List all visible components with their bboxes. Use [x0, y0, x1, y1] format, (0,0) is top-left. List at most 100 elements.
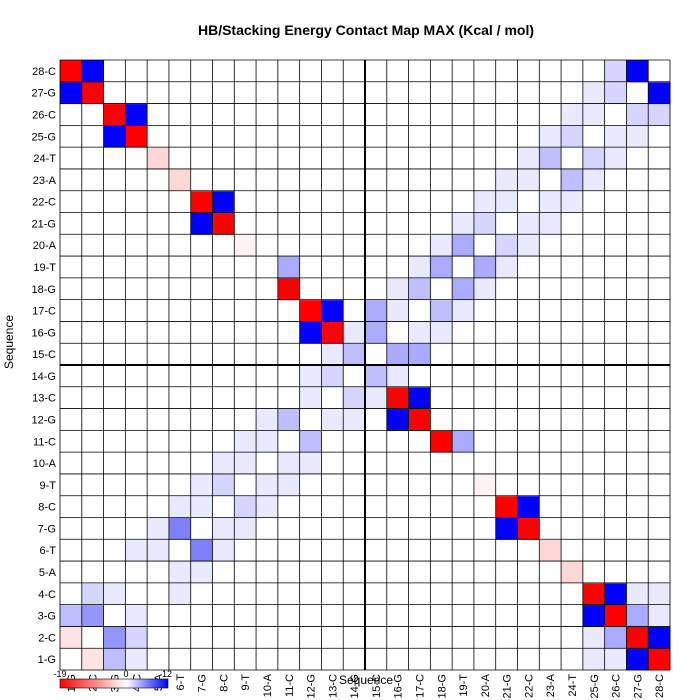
heatmap-cell	[256, 256, 279, 279]
heatmap-cell	[212, 299, 235, 322]
heatmap-cell	[517, 256, 540, 279]
heatmap-cell	[103, 168, 126, 192]
heatmap-cell	[343, 582, 366, 606]
heatmap-cell	[190, 256, 213, 279]
heatmap-cell	[321, 648, 344, 671]
heatmap-cell	[386, 299, 410, 322]
heatmap-cell	[81, 517, 105, 540]
heatmap-cell	[168, 408, 192, 431]
heatmap-cell	[386, 81, 410, 105]
y-tick-label: 10-A	[33, 458, 57, 470]
heatmap-cell	[343, 234, 366, 257]
heatmap-cell	[212, 81, 235, 105]
y-tick-label: 6-T	[40, 545, 57, 557]
heatmap-cell	[277, 277, 301, 301]
heatmap-cell	[190, 626, 213, 649]
heatmap-cell	[473, 60, 497, 83]
heatmap-cell	[103, 343, 126, 366]
heatmap-cell	[539, 321, 562, 344]
heatmap-cell	[517, 626, 540, 649]
heatmap-cell	[386, 648, 410, 671]
heatmap-cell	[582, 277, 606, 301]
heatmap-cells	[60, 60, 671, 671]
x-tick-label: 8-C	[218, 674, 230, 692]
heatmap-cell	[430, 604, 453, 627]
heatmap-cell	[277, 626, 301, 649]
heatmap-cell	[81, 60, 105, 83]
heatmap-cell	[386, 256, 410, 279]
heatmap-cell	[343, 452, 366, 475]
heatmap-cell	[517, 103, 540, 126]
heatmap-cell	[626, 604, 649, 627]
heatmap-cell	[212, 277, 235, 301]
heatmap-cell	[648, 147, 671, 170]
heatmap-cell	[103, 277, 126, 301]
heatmap-cell	[256, 495, 279, 518]
heatmap-cell	[365, 60, 388, 83]
heatmap-cell	[582, 626, 606, 649]
heatmap-cell	[582, 60, 606, 83]
heatmap-cell	[299, 299, 322, 322]
heatmap-cell	[539, 234, 562, 257]
heatmap-cell	[582, 212, 606, 235]
heatmap-cell	[256, 321, 279, 344]
heatmap-cell	[517, 321, 540, 344]
heatmap-cell	[582, 517, 606, 540]
heatmap-cell	[386, 517, 410, 540]
heatmap-cell	[147, 386, 170, 410]
heatmap-cell	[386, 147, 410, 170]
heatmap-cell	[365, 103, 388, 126]
heatmap-cell	[81, 408, 105, 431]
heatmap-cell	[648, 60, 671, 83]
heatmap-cell	[561, 648, 584, 671]
heatmap-cell	[234, 582, 257, 606]
heatmap-cell	[473, 234, 497, 257]
x-tick-label: 20-A	[480, 673, 492, 697]
heatmap-cell	[277, 256, 301, 279]
heatmap-cell	[125, 234, 148, 257]
heatmap-cell	[430, 539, 453, 562]
heatmap-cell	[604, 604, 627, 627]
heatmap-cell	[604, 408, 627, 431]
heatmap-cell	[60, 321, 83, 344]
x-tick-label: 21-G	[502, 674, 514, 698]
heatmap-cell	[60, 234, 83, 257]
heatmap-cell	[365, 626, 388, 649]
heatmap-cell	[256, 125, 279, 148]
heatmap-cell	[648, 234, 671, 257]
heatmap-cell	[321, 386, 344, 410]
heatmap-cell	[473, 430, 497, 453]
heatmap-cell	[473, 539, 497, 562]
heatmap-cell	[626, 190, 649, 213]
heatmap-cell	[125, 648, 148, 671]
y-tick-label: 13-C	[32, 393, 56, 405]
heatmap-cell	[343, 365, 366, 388]
heatmap-cell	[256, 365, 279, 388]
heatmap-cell	[125, 604, 148, 627]
heatmap-cell	[81, 234, 105, 257]
heatmap-cell	[321, 168, 344, 192]
heatmap-cell	[452, 321, 475, 344]
heatmap-cell	[365, 234, 388, 257]
heatmap-cell	[299, 60, 322, 83]
heatmap-cell	[190, 430, 213, 453]
heatmap-cell	[321, 517, 344, 540]
heatmap-cell	[299, 277, 322, 301]
heatmap-cell	[473, 452, 497, 475]
heatmap-cell	[386, 430, 410, 453]
heatmap-cell	[386, 277, 410, 301]
heatmap-cell	[277, 648, 301, 671]
heatmap-cell	[299, 604, 322, 627]
heatmap-cell	[60, 190, 83, 213]
heatmap-cell	[125, 343, 148, 366]
heatmap-cell	[408, 648, 431, 671]
heatmap-cell	[626, 147, 649, 170]
heatmap-cell	[473, 256, 497, 279]
heatmap-cell	[430, 321, 453, 344]
heatmap-cell	[81, 277, 105, 301]
heatmap-cell	[190, 495, 213, 518]
heatmap-cell	[147, 604, 170, 627]
heatmap-cell	[539, 60, 562, 83]
heatmap-cell	[495, 452, 518, 475]
heatmap-cell	[299, 648, 322, 671]
